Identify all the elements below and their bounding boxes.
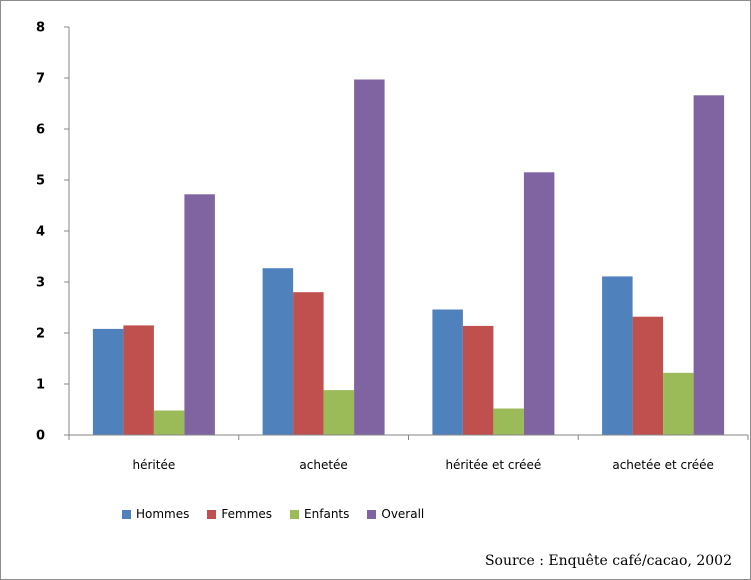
legend-swatch-enfants <box>290 509 300 519</box>
bar-overall-heritee-et-creee <box>523 172 555 436</box>
y-tick-label: 2 <box>36 327 45 342</box>
legend-label-femmes: Femmes <box>221 507 273 521</box>
bar-overall-heritee <box>184 194 215 435</box>
legend-item-hommes: Hommes <box>122 507 189 521</box>
bar-enfants-heritee-et-creee <box>493 408 524 435</box>
bar-enfants-achetee-et-creee <box>663 372 694 435</box>
legend-item-enfants: Enfants <box>290 507 349 521</box>
bar-hommes-heritee <box>92 328 124 435</box>
legend: Hommes Femmes Enfants Overall <box>122 506 442 522</box>
y-tick-label: 0 <box>36 429 45 444</box>
y-tick-label: 3 <box>36 276 45 291</box>
y-tick-label: 6 <box>36 123 45 138</box>
legend-label-overall: Overall <box>381 507 425 521</box>
bar-hommes-achetee-et-creee <box>602 276 633 435</box>
legend-label-enfants: Enfants <box>304 507 350 521</box>
bar-femmes-achetee-et-creee <box>632 316 664 435</box>
y-tick-label: 7 <box>36 72 45 87</box>
bar-hommes-heritee-et-creee <box>432 309 463 435</box>
bar-overall-achetee-et-creee <box>693 95 725 436</box>
legend-swatch-femmes <box>207 509 217 519</box>
x-category-label: héritée et créeé <box>445 458 541 472</box>
bar-femmes-heritee-et-creee <box>462 325 494 435</box>
y-tick-label: 8 <box>36 21 45 36</box>
bar-overall-achetee <box>354 79 385 435</box>
source-note: Source : Enquête café/cacao, 2002 <box>484 553 732 569</box>
bar-femmes-achetee <box>293 292 324 435</box>
bar-hommes-achetee <box>262 268 294 435</box>
x-category-label: achetée et créée <box>612 458 714 472</box>
legend-label-hommes: Hommes <box>136 507 190 521</box>
y-tick-label: 4 <box>36 225 45 240</box>
legend-item-overall: Overall <box>367 507 424 521</box>
bar-enfants-heritee <box>153 410 185 435</box>
bar-enfants-achetee <box>323 390 355 435</box>
y-tick-label: 5 <box>36 174 45 189</box>
x-category-label: achetée <box>299 458 347 472</box>
bar-chart: 0 1 2 3 4 5 6 7 8 héritée achetée héritée et créeé… <box>36 21 749 472</box>
y-tick-label: 1 <box>36 378 45 393</box>
legend-item-femmes: Femmes <box>207 507 272 521</box>
legend-swatch-hommes <box>122 509 131 519</box>
x-category-label: héritée <box>133 458 176 472</box>
legend-swatch-overall <box>367 509 377 519</box>
bar-femmes-heritee <box>123 325 154 435</box>
